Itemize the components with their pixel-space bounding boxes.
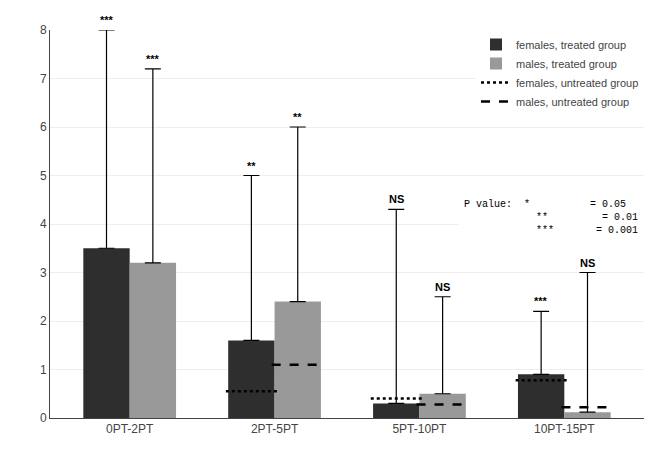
svg-text:0: 0 bbox=[40, 411, 47, 425]
svg-text:NS: NS bbox=[389, 193, 404, 205]
svg-text:***: *** bbox=[534, 295, 548, 307]
svg-text:4: 4 bbox=[40, 217, 47, 231]
svg-text:males, untreated group: males, untreated group bbox=[516, 96, 629, 108]
svg-text:0PT-2PT: 0PT-2PT bbox=[106, 422, 154, 436]
svg-text:NS: NS bbox=[580, 257, 595, 269]
svg-text:2PT-5PT: 2PT-5PT bbox=[251, 422, 299, 436]
svg-text:10PT-15PT: 10PT-15PT bbox=[534, 422, 595, 436]
svg-text:7: 7 bbox=[40, 72, 47, 86]
svg-text:6: 6 bbox=[40, 120, 47, 134]
svg-text:NS: NS bbox=[435, 281, 450, 293]
svg-text:1: 1 bbox=[40, 363, 47, 377]
svg-text:**: ** bbox=[247, 160, 256, 172]
svg-text:males, treated group: males, treated group bbox=[516, 58, 617, 70]
svg-text:females, untreated group: females, untreated group bbox=[516, 77, 638, 89]
svg-text:***: *** bbox=[100, 14, 114, 26]
svg-text:5: 5 bbox=[40, 169, 47, 183]
svg-text:females, treated group: females, treated group bbox=[516, 39, 626, 51]
svg-text:5PT-10PT: 5PT-10PT bbox=[392, 422, 447, 436]
svg-text:P value: * = 0.05: P value: * = 0.05 ** = 0.01 *** = 0.001 bbox=[464, 199, 638, 236]
svg-text:8: 8 bbox=[40, 23, 47, 37]
svg-text:3: 3 bbox=[40, 266, 47, 280]
svg-text:2: 2 bbox=[40, 314, 47, 328]
svg-text:**: ** bbox=[293, 111, 302, 123]
svg-text:***: *** bbox=[146, 53, 160, 65]
